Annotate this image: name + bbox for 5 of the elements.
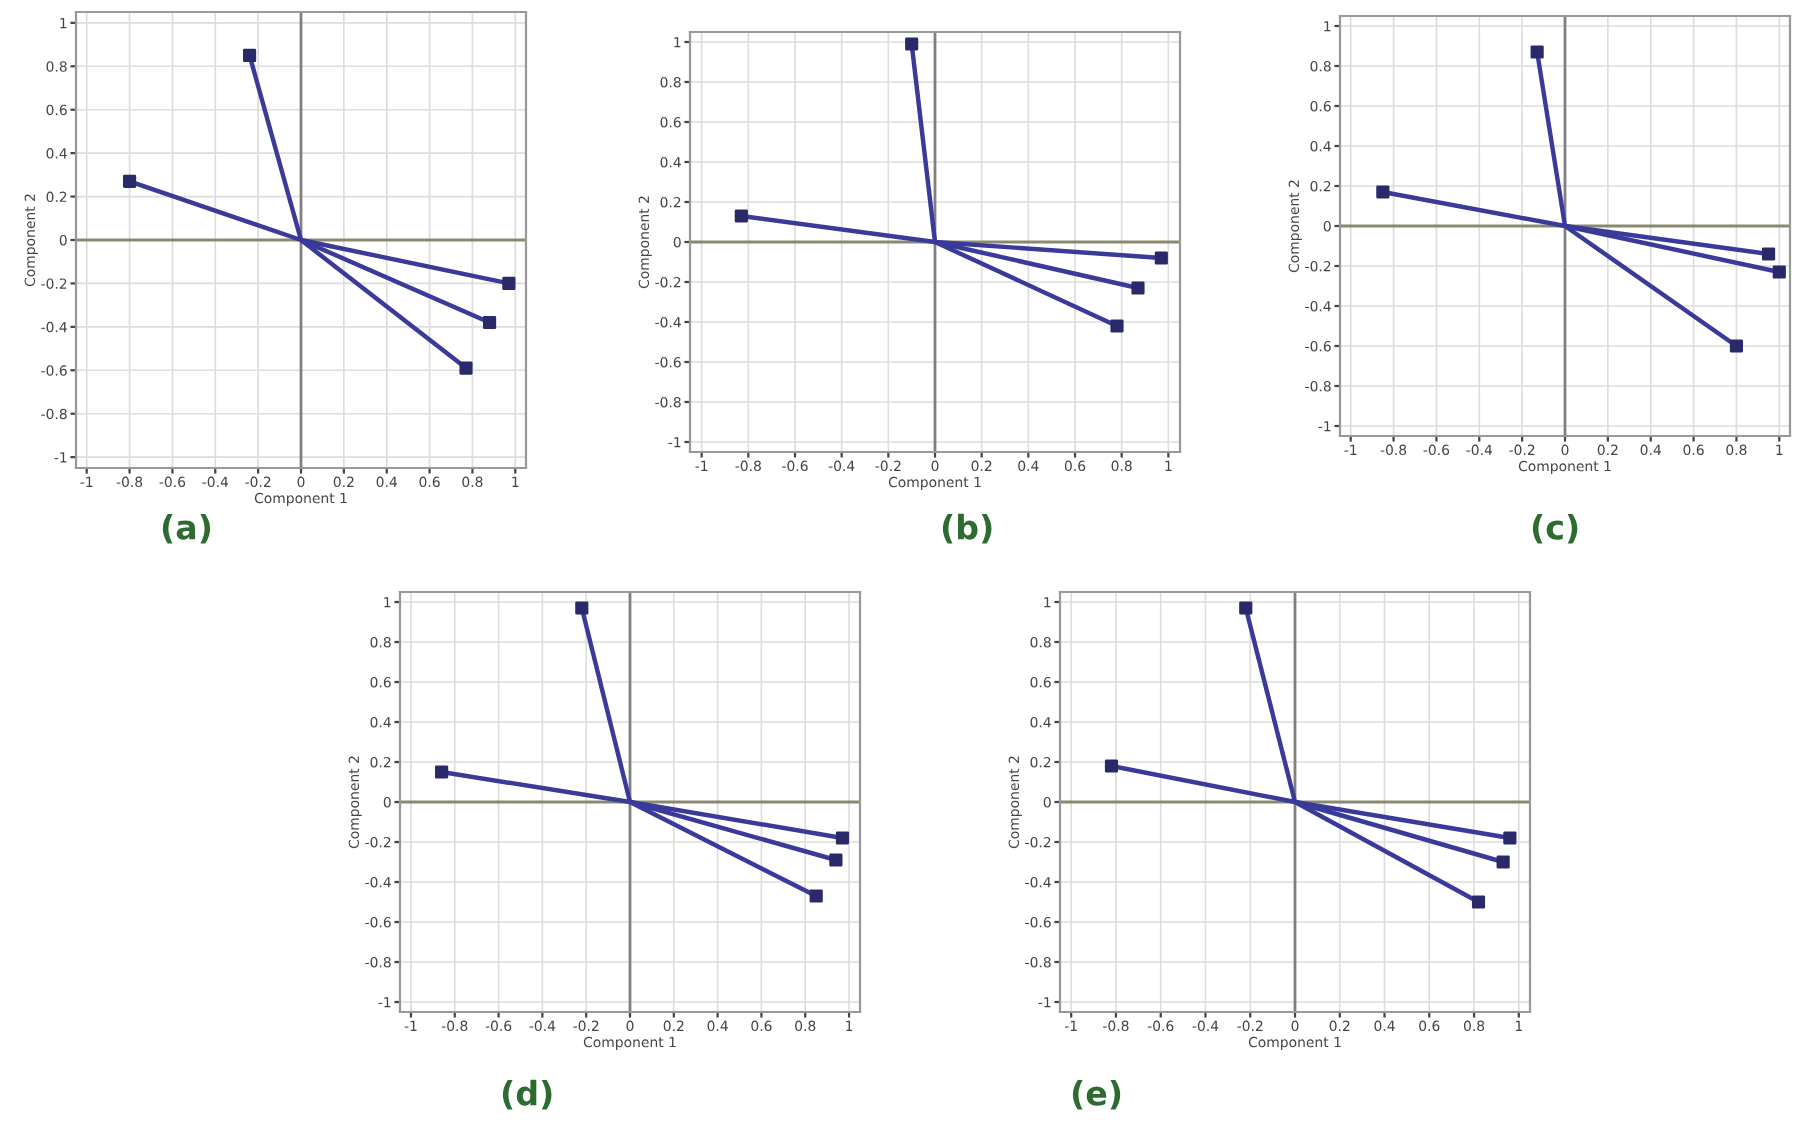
text: (c) (1532, 513, 1578, 544)
text: (d) (502, 1079, 552, 1110)
text: (e) (1072, 1079, 1121, 1110)
text: (a) (162, 513, 211, 544)
text: (b) (942, 513, 992, 544)
